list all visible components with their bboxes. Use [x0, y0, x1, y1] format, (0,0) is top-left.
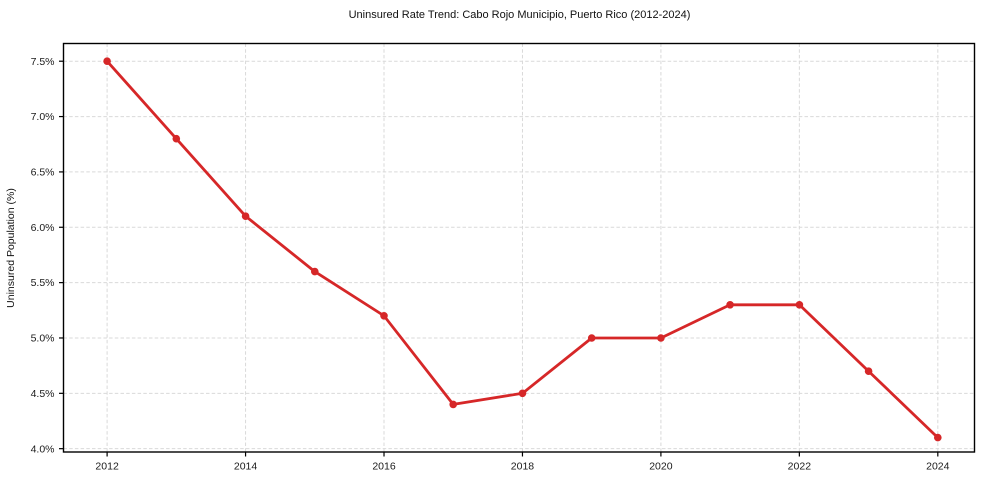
plot-border: [62, 42, 976, 453]
y-axis-label: Uninsured Population (%): [5, 188, 17, 308]
y-tick-label: 6.0%: [31, 222, 55, 234]
data-point: [241, 212, 250, 220]
data-point: [380, 312, 388, 320]
y-tick-label: 7.5%: [31, 56, 55, 68]
x-tick-label: 2014: [234, 461, 258, 473]
y-tick-label: 6.5%: [31, 167, 55, 179]
data-point: [795, 301, 804, 309]
x-tick-label: 2024: [926, 461, 950, 473]
data-point: [311, 267, 319, 276]
y-tick-label: 5.5%: [31, 277, 55, 289]
x-tick-label: 2020: [649, 461, 673, 473]
x-tick-label: 2022: [788, 461, 812, 473]
x-tick-label: 2016: [372, 461, 396, 473]
data-point: [449, 400, 458, 409]
data-point: [518, 389, 527, 398]
data-point: [172, 134, 181, 143]
data-point: [864, 367, 873, 376]
y-tick-label: 5.0%: [31, 333, 55, 345]
y-tick-label: 4.5%: [31, 388, 55, 400]
y-tick-label: 4.0%: [31, 443, 55, 455]
chart-title: Uninsured Rate Trend: Cabo Rojo Municipi…: [348, 9, 691, 21]
data-point: [726, 301, 734, 309]
data-point: [103, 57, 111, 65]
x-tick-label: 2012: [95, 461, 119, 473]
data-point: [657, 334, 665, 342]
y-tick-label: 7.0%: [31, 111, 55, 123]
data-point: [587, 334, 596, 342]
data-point: [934, 433, 942, 442]
x-tick-label: 2018: [511, 461, 535, 473]
